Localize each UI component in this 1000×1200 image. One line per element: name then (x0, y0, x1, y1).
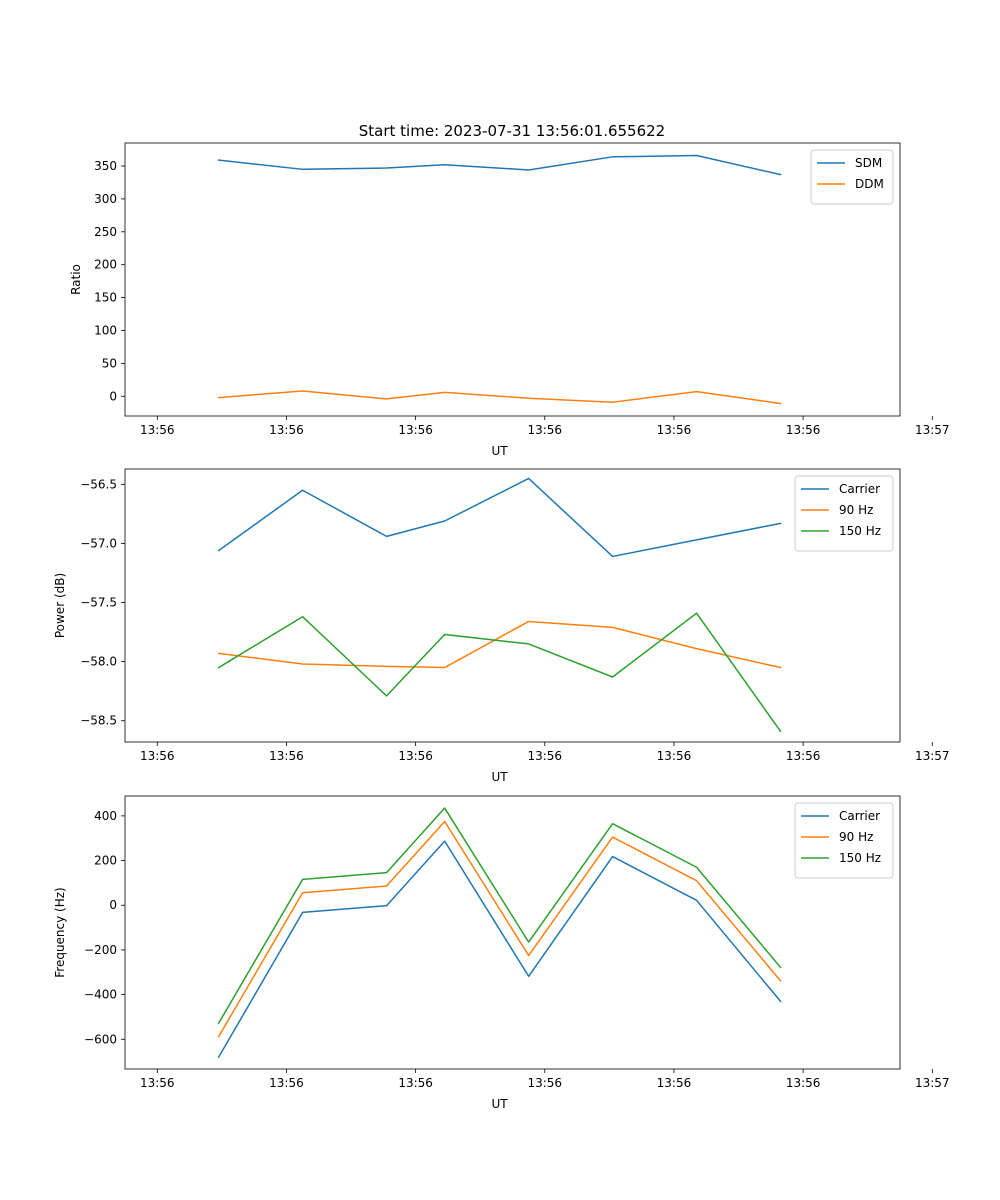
y-tick-label: 150 (94, 291, 117, 305)
plots-group: 13:56 13:56 13:56 13:56 13:56 13:56 13:57 0 50 10… (53, 142, 950, 1111)
legend-label: 150 Hz (839, 851, 881, 865)
legend-label: Carrier (839, 809, 880, 823)
x-axis-label: UT (491, 1097, 508, 1111)
x-tick-label: 13:56 (657, 749, 692, 763)
x-tick-label: 13:56 (269, 1076, 304, 1090)
legend-label: 90 Hz (839, 830, 873, 844)
y-axis-label: Frequency (Hz) (53, 887, 67, 978)
y-tick-label: −200 (84, 943, 117, 957)
y-tick-label: 50 (102, 356, 117, 370)
x-tick-label: 13:56 (786, 423, 821, 437)
y-tick-label: −57.0 (80, 536, 117, 550)
y-tick-label: −400 (84, 988, 117, 1002)
legend: Carrier 90 Hz 150 Hz (794, 475, 894, 552)
legend: SDM DDM (810, 149, 894, 205)
y-tick-label: 0 (109, 389, 117, 403)
series-line-carrier (217, 840, 782, 1059)
x-tick-label: 13:56 (527, 749, 562, 763)
x-tick-label: 13:56 (527, 423, 562, 437)
y-tick-label: 350 (94, 159, 117, 173)
axes-frame (124, 468, 901, 743)
legend-label: DDM (855, 177, 884, 191)
figure-title: Start time: 2023-07-31 13:56:01.655622 (359, 122, 665, 140)
x-axis-label: UT (491, 444, 508, 458)
x-tick-label: 13:56 (398, 749, 433, 763)
y-tick-label: 200 (94, 258, 117, 272)
legend-label: 90 Hz (839, 503, 873, 517)
x-tick-label: 13:56 (398, 423, 433, 437)
x-tick-label: 13:56 (527, 1076, 562, 1090)
legend: Carrier 90 Hz 150 Hz (794, 802, 894, 879)
x-tick-label: 13:56 (657, 423, 692, 437)
x-tick-label: 13:57 (915, 1076, 950, 1090)
series-line-150-hz (217, 807, 782, 1025)
axes-frame (124, 142, 901, 417)
y-tick-label: −56.5 (80, 477, 117, 491)
series-line-90-hz (217, 620, 782, 669)
plot-3: 13:56 13:56 13:56 13:56 13:56 13:56 13:57 −600 −… (53, 795, 950, 1111)
legend-label: Carrier (839, 482, 880, 496)
y-tick-label: 100 (94, 323, 117, 337)
y-tick-label: −58.0 (80, 655, 117, 669)
x-tick-label: 13:56 (140, 749, 175, 763)
x-tick-label: 13:56 (657, 1076, 692, 1090)
x-tick-label: 13:56 (786, 749, 821, 763)
x-tick-label: 13:56 (398, 1076, 433, 1090)
y-tick-label: 300 (94, 192, 117, 206)
legend-box (794, 475, 894, 552)
y-tick-label: −58.5 (80, 714, 117, 728)
x-tick-label: 13:57 (915, 749, 950, 763)
y-tick-label: −57.5 (80, 596, 117, 610)
y-tick-label: 0 (109, 898, 117, 912)
plot-2: 13:56 13:56 13:56 13:56 13:56 13:56 13:57 −58.5… (53, 468, 950, 784)
y-axis-label: Ratio (69, 264, 83, 295)
y-tick-label: 200 (94, 854, 117, 868)
legend-label: 150 Hz (839, 524, 881, 538)
series-line-sdm (217, 154, 782, 176)
x-tick-label: 13:56 (269, 423, 304, 437)
series-line-150-hz (217, 612, 782, 733)
plot-1: 13:56 13:56 13:56 13:56 13:56 13:56 13:57 0 50 10… (69, 142, 950, 458)
y-axis-label: Power (dB) (53, 573, 67, 638)
x-tick-label: 13:56 (140, 423, 175, 437)
y-tick-label: 400 (94, 809, 117, 823)
series-line-ddm (217, 390, 782, 405)
x-tick-label: 13:57 (915, 423, 950, 437)
legend-box (794, 802, 894, 879)
legend-label: SDM (855, 156, 882, 170)
axes-frame (124, 795, 901, 1070)
series-line-carrier (217, 477, 782, 558)
x-tick-label: 13:56 (269, 749, 304, 763)
x-tick-label: 13:56 (786, 1076, 821, 1090)
series-line-90-hz (217, 820, 782, 1038)
x-tick-label: 13:56 (140, 1076, 175, 1090)
y-tick-label: −600 (84, 1032, 117, 1046)
y-tick-label: 250 (94, 225, 117, 239)
x-axis-label: UT (491, 770, 508, 784)
